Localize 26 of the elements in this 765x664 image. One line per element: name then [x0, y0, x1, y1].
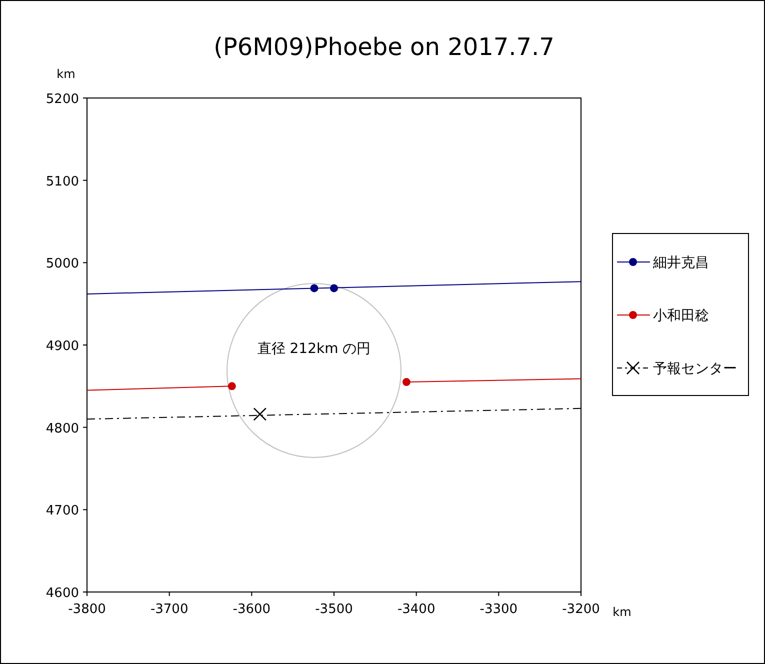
point — [310, 284, 318, 292]
y-tick-label: 5100 — [46, 174, 79, 190]
x-axis-title: km — [612, 605, 632, 619]
legend-label: 細井克昌 — [652, 255, 709, 271]
x-tick-label: -3400 — [397, 602, 436, 617]
point — [330, 284, 338, 292]
y-tick-label: 4700 — [46, 504, 79, 519]
point — [228, 382, 236, 390]
y-axis-title: km — [56, 67, 76, 81]
x-tick-label: -3600 — [232, 602, 271, 617]
x-tick-label: -3200 — [562, 602, 600, 617]
point — [253, 408, 267, 421]
legend-label: 小和田稔 — [653, 308, 709, 324]
y-tick-label: 5200 — [46, 92, 79, 107]
y-tick-label: 5000 — [46, 256, 79, 272]
chart-title: (P6M09)Phoebe on 2017.7.7 — [214, 33, 554, 61]
legend-label: 予報センター — [653, 361, 737, 377]
x-tick-label: -3700 — [150, 602, 188, 617]
y-tick-label: 4600 — [46, 586, 79, 601]
x-tick-label: -3500 — [315, 602, 353, 617]
y-tick-label: 4800 — [46, 421, 79, 436]
x-tick-label: -3300 — [480, 602, 518, 617]
x-tick-label: -3800 — [68, 602, 106, 617]
annotation: 直径 212km の円 — [257, 341, 371, 357]
point — [402, 378, 410, 386]
y-tick-label: 4900 — [46, 339, 79, 354]
